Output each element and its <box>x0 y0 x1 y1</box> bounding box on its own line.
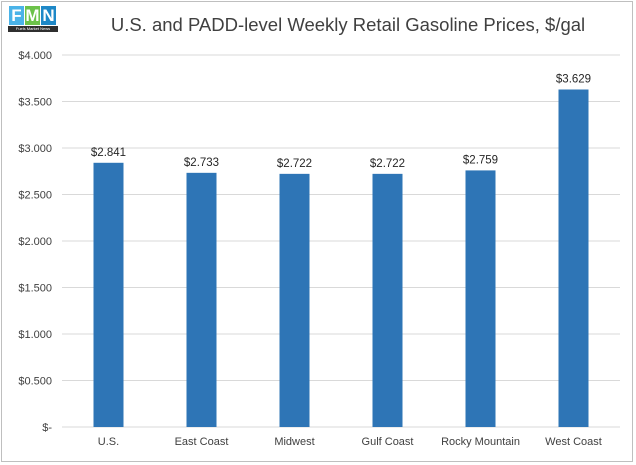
x-tick-label: Gulf Coast <box>362 436 414 448</box>
chart-title: U.S. and PADD-level Weekly Retail Gasoli… <box>110 14 586 35</box>
x-tick-label: U.S. <box>98 436 119 448</box>
data-labels: $2.841 $2.733 $2.722 $2.722 $2.759 $3.629 <box>91 74 591 170</box>
x-tick-label: Midwest <box>274 436 314 448</box>
logo-caption: Fuels Market News <box>8 26 58 32</box>
bar <box>186 172 217 427</box>
x-tick-label: Rocky Mountain <box>441 436 520 448</box>
bar <box>93 162 124 428</box>
bar <box>279 173 310 427</box>
data-label: $2.759 <box>463 154 498 166</box>
y-tick-label: $0.500 <box>18 376 52 388</box>
x-tick-label: West Coast <box>545 436 602 448</box>
data-label: $2.722 <box>277 158 312 170</box>
logo-letter: N <box>41 6 56 25</box>
logo-letter: M <box>25 6 40 25</box>
bar <box>372 173 403 427</box>
logo-letters: F M N <box>8 6 58 26</box>
y-tick-label: $1.500 <box>18 283 52 295</box>
logo-letter: F <box>9 6 24 25</box>
data-label: $3.629 <box>556 74 591 86</box>
y-tick-label: $2.500 <box>18 190 52 202</box>
data-label: $2.733 <box>184 157 219 169</box>
y-tick-label: $2.000 <box>18 236 52 248</box>
bar <box>465 170 496 427</box>
y-tick-label: $3.500 <box>18 97 52 109</box>
y-tick-label: $1.000 <box>18 329 52 341</box>
y-tick-label: $3.000 <box>18 143 52 155</box>
y-axis-ticks: $- $0.500 $1.000 $1.500 $2.000 $2.500 $3.000 $3… <box>18 50 52 434</box>
x-tick-label: East Coast <box>175 436 229 448</box>
y-tick-label: $- <box>42 422 52 434</box>
data-label: $2.841 <box>91 147 126 159</box>
gridlines <box>62 54 620 428</box>
fmn-logo: F M N Fuels Market News <box>8 6 58 34</box>
x-axis-ticks: U.S. East Coast Midwest Gulf Coast Rocky Mou… <box>98 436 602 448</box>
bar <box>558 89 589 428</box>
bars <box>93 89 589 428</box>
data-label: $2.722 <box>370 158 405 170</box>
y-tick-label: $4.000 <box>18 50 52 62</box>
